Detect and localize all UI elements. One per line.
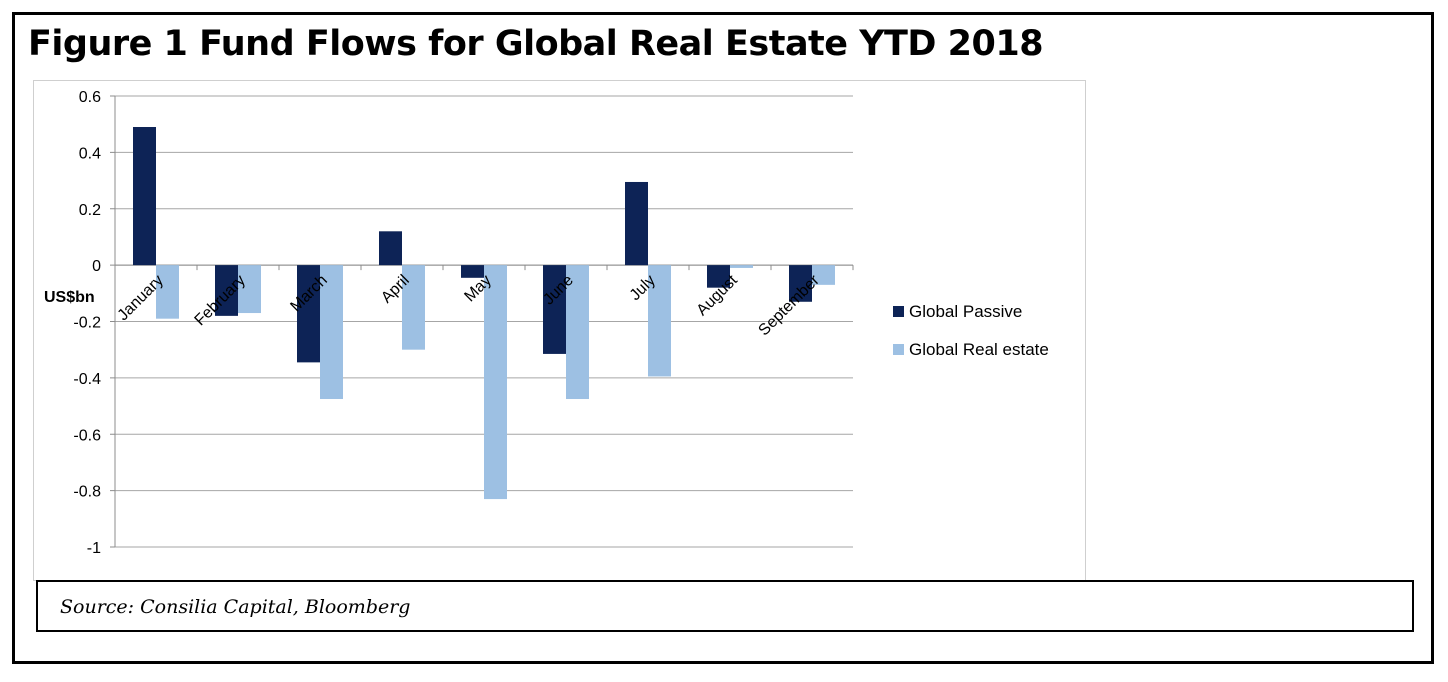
- bar-global-passive: [215, 265, 238, 316]
- legend-label: Global Passive: [909, 302, 1022, 321]
- source-note: Source: Consilia Capital, Bloomberg: [60, 596, 411, 618]
- bar-global-real-estate: [730, 265, 753, 268]
- bar-global-real-estate: [238, 265, 261, 314]
- bar-global-passive: [379, 231, 402, 266]
- legend-swatch: [893, 306, 904, 317]
- y-axis-label: US$bn: [44, 289, 95, 306]
- chart-area: 0.6 0.4 0.2 0 -0.2 -0.4 -0.6 -0.8 -1 January Febru…: [33, 80, 1086, 581]
- y-tick-label: -1: [87, 540, 101, 557]
- legend-label: Global Real estate: [909, 340, 1049, 359]
- y-tick-label: -0.2: [73, 315, 101, 332]
- y-tick-label: 0.6: [79, 89, 101, 106]
- source-box: Source: Consilia Capital, Bloomberg: [36, 580, 1414, 632]
- bar-global-real-estate: [648, 265, 671, 377]
- y-tick-label: -0.4: [73, 371, 101, 388]
- y-tick-label: -0.8: [73, 484, 101, 501]
- bar-global-passive: [789, 265, 812, 302]
- bar-global-real-estate: [156, 265, 179, 319]
- y-tick-label: 0.4: [79, 145, 101, 162]
- bar-global-real-estate: [484, 265, 507, 500]
- bar-global-passive: [461, 265, 484, 278]
- y-tick-label: 0: [92, 258, 101, 275]
- bar-global-passive: [625, 181, 648, 266]
- bar-global-real-estate: [566, 265, 589, 400]
- y-tick-label: 0.2: [79, 202, 101, 219]
- y-tick-label: -0.6: [73, 427, 101, 444]
- legend-swatch: [893, 344, 904, 355]
- figure-frame: [12, 12, 1434, 664]
- bar-global-passive: [543, 265, 566, 354]
- bar-global-passive: [707, 265, 730, 288]
- bar-global-real-estate: [320, 265, 343, 400]
- bar-global-real-estate: [402, 265, 425, 350]
- figure-title: Figure 1 Fund Flows for Global Real Esta…: [28, 24, 1044, 64]
- bar-global-passive: [297, 265, 320, 363]
- bar-global-real-estate: [812, 265, 835, 285]
- bar-global-passive: [133, 127, 156, 266]
